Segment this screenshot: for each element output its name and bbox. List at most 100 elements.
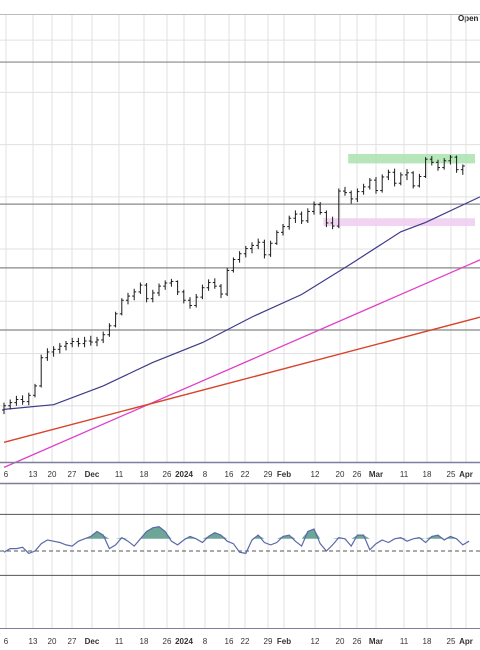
ohlc-bar bbox=[398, 172, 403, 186]
ohlc-bar bbox=[76, 337, 81, 347]
ohlc-bar bbox=[95, 336, 99, 347]
ohlc-bar bbox=[287, 215, 292, 230]
x-tick-label-lower: 25 bbox=[447, 637, 456, 646]
ohlc-bar bbox=[336, 188, 341, 229]
ohlc-bar bbox=[14, 395, 19, 406]
ohlc-bar bbox=[169, 278, 174, 287]
ohlc-bar bbox=[262, 239, 267, 259]
ohlc-bar bbox=[8, 399, 13, 410]
ohlc-bar bbox=[380, 174, 385, 193]
x-month-label-lower: Apr bbox=[459, 637, 473, 646]
ohlc-bar bbox=[188, 297, 192, 309]
ohlc-bar bbox=[82, 336, 87, 348]
x-tick-label: 20 bbox=[48, 470, 57, 479]
x-month-label-lower: Feb bbox=[277, 637, 291, 646]
ohlc-bar bbox=[361, 183, 366, 195]
trendline bbox=[3, 259, 480, 468]
ohlc-bar bbox=[157, 283, 161, 297]
ohlc-bar bbox=[243, 245, 248, 258]
x-tick-label: 25 bbox=[447, 470, 456, 479]
ohlc-bar bbox=[429, 156, 434, 166]
x-tick-label: 18 bbox=[423, 470, 432, 479]
ohlc-bar bbox=[349, 190, 354, 204]
ohlc-bar bbox=[51, 346, 56, 357]
x-tick-label-lower: 27 bbox=[68, 637, 77, 646]
x-tick-label: 20 bbox=[336, 470, 345, 479]
indicator-panel bbox=[0, 513, 480, 576]
ohlc-bar bbox=[454, 155, 459, 173]
ohlc-bar bbox=[318, 202, 323, 215]
indicator-line bbox=[3, 525, 470, 555]
moving-average-fast bbox=[3, 196, 480, 410]
ohlc-bar bbox=[26, 392, 31, 406]
ohlc-bar bbox=[113, 311, 118, 328]
x-tick-label: 11 bbox=[400, 470, 409, 479]
x-axis: 6 13 20 27 11 18 26 8 16 22 29 12 20 26 11 18 25 Dec 2024 F… bbox=[0, 14, 480, 646]
ohlc-bar bbox=[138, 282, 143, 294]
ohlc-bar bbox=[132, 288, 137, 301]
ohlc-bar bbox=[57, 343, 62, 354]
x-month-label-lower: Mar bbox=[369, 637, 383, 646]
x-tick-label-lower: 18 bbox=[140, 637, 149, 646]
ohlc-bar bbox=[417, 173, 422, 188]
open-label: Open bbox=[458, 14, 479, 23]
x-tick-label: 18 bbox=[140, 470, 149, 479]
shaded-zone bbox=[323, 218, 475, 227]
ohlc-bar bbox=[405, 169, 409, 181]
ohlc-bar bbox=[225, 267, 230, 297]
x-tick-label-lower: 11 bbox=[400, 637, 409, 646]
ohlc-bar bbox=[70, 337, 75, 348]
x-tick-label: 26 bbox=[163, 470, 172, 479]
x-month-label-lower: 2024 bbox=[175, 637, 193, 646]
x-tick-label: 27 bbox=[68, 470, 77, 479]
ohlc-bar bbox=[274, 230, 279, 245]
ohlc-bar bbox=[324, 210, 329, 228]
ohlc-bar bbox=[436, 159, 440, 171]
ohlc-bar bbox=[250, 242, 254, 254]
x-month-label-lower: Dec bbox=[85, 637, 100, 646]
x-month-label: Mar bbox=[369, 470, 383, 479]
ohlc-bar bbox=[88, 335, 93, 346]
x-tick-label-lower: 26 bbox=[163, 637, 172, 646]
x-tick-label-lower: 8 bbox=[203, 637, 208, 646]
ohlc-bar bbox=[268, 240, 273, 257]
ohlc-bar bbox=[150, 289, 155, 303]
ohlc-bar bbox=[448, 155, 453, 165]
ohlc-bar bbox=[330, 216, 335, 230]
x-tick-label-lower: 18 bbox=[423, 637, 432, 646]
ohlc-bar bbox=[39, 354, 44, 388]
ohlc-bar bbox=[101, 331, 106, 344]
ohlc-bar bbox=[206, 279, 211, 291]
ohlc-bar bbox=[305, 208, 310, 223]
ohlc-bar bbox=[423, 157, 428, 179]
shaded-zone bbox=[348, 153, 475, 164]
ohlc-bar bbox=[2, 402, 6, 415]
x-tick-label-lower: 20 bbox=[48, 637, 57, 646]
ohlc-bar bbox=[343, 186, 347, 196]
ohlc-bar bbox=[312, 201, 316, 215]
ohlc-bar bbox=[181, 289, 186, 304]
x-month-label: 2024 bbox=[175, 470, 193, 479]
x-month-label: Apr bbox=[459, 470, 473, 479]
ohlc-bar bbox=[212, 278, 217, 289]
ohlc-bar bbox=[460, 164, 465, 175]
ohlc-bar bbox=[374, 176, 378, 194]
x-tick-label: 29 bbox=[264, 470, 273, 479]
x-tick-label: 13 bbox=[29, 470, 38, 479]
x-tick-label-lower: 16 bbox=[225, 637, 234, 646]
ohlc-bar bbox=[20, 395, 25, 405]
ohlc-bar bbox=[194, 293, 199, 308]
x-tick-label: 6 bbox=[4, 470, 9, 479]
x-tick-label-lower: 20 bbox=[336, 637, 345, 646]
ohlc-bar bbox=[219, 284, 223, 299]
ohlc-bar bbox=[355, 188, 360, 203]
ohlc-bar bbox=[442, 158, 447, 170]
ohlc-bar bbox=[293, 210, 298, 223]
x-tick-label: 8 bbox=[203, 470, 208, 479]
price-panel bbox=[0, 61, 480, 468]
x-tick-label-lower: 12 bbox=[311, 637, 320, 646]
ohlc-bar bbox=[163, 280, 168, 290]
ohlc-bar bbox=[175, 280, 180, 296]
x-tick-label: 16 bbox=[225, 470, 234, 479]
